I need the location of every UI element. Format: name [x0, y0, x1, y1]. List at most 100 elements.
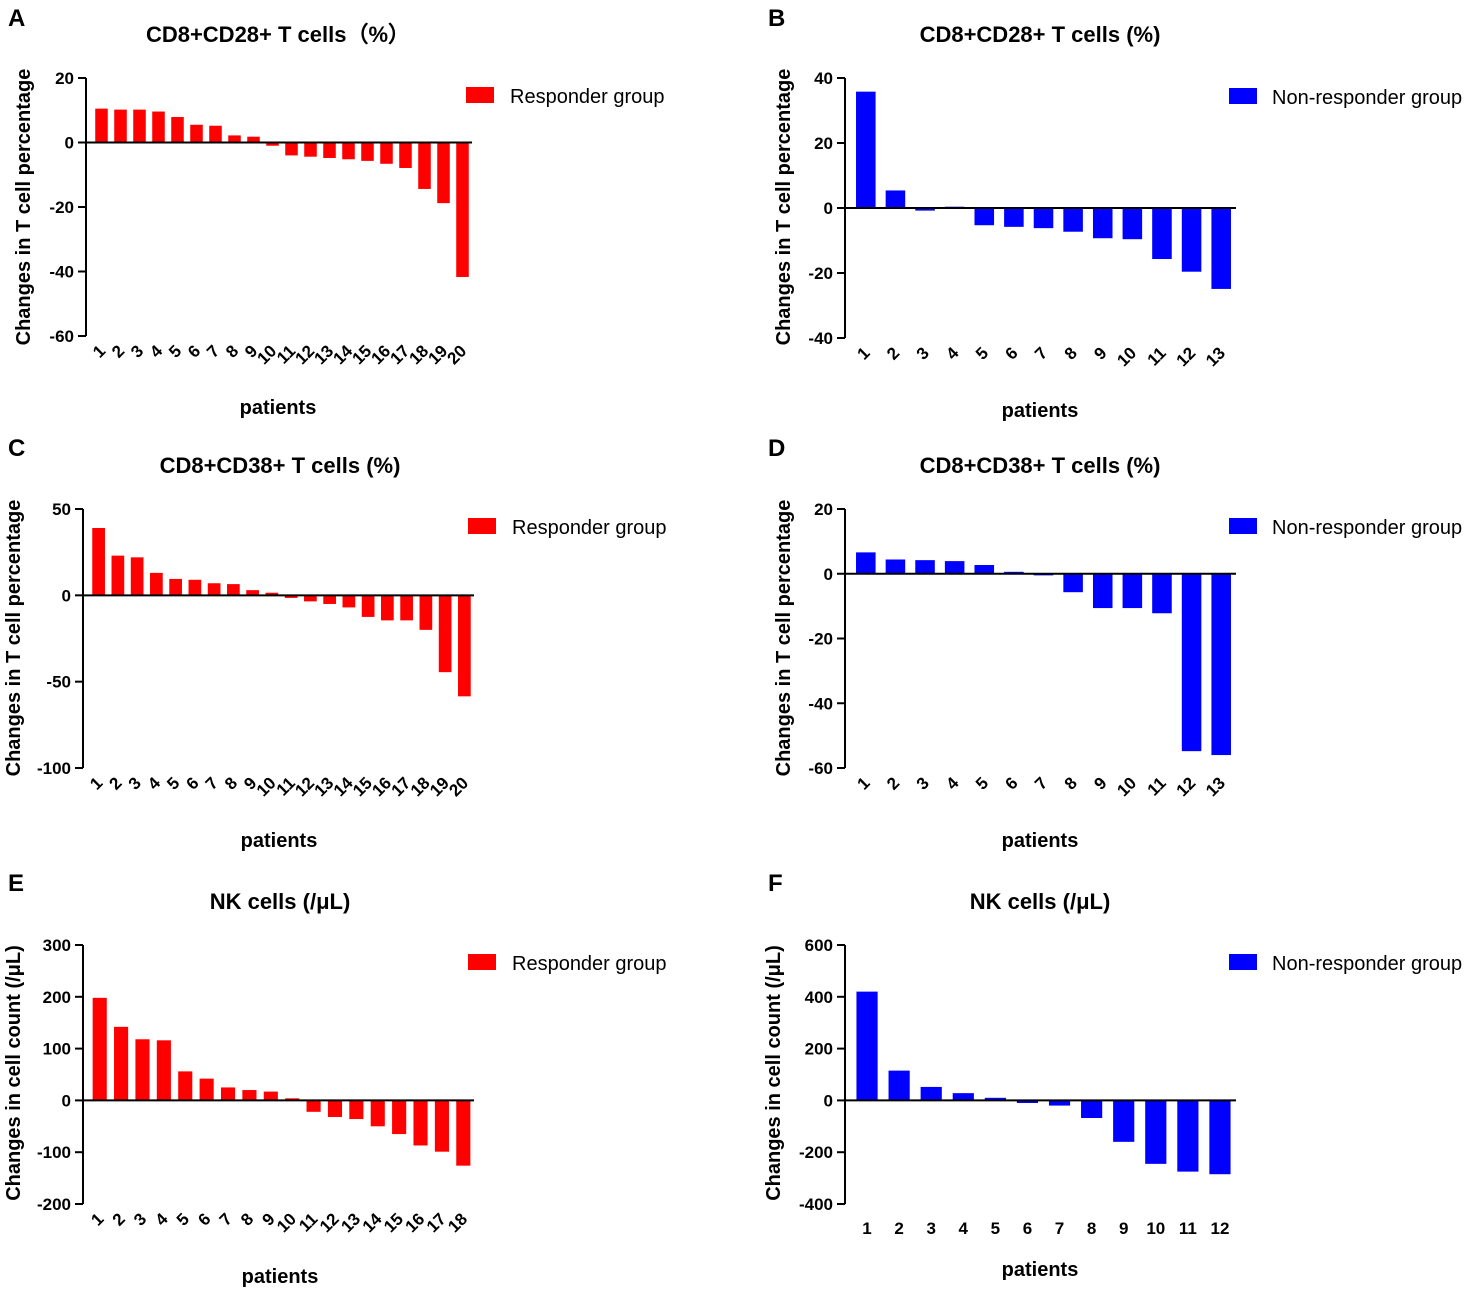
panel-c-bar-3	[130, 557, 144, 596]
panel-d-x-axis-label: patients	[1002, 830, 1079, 852]
panel-c-x-tick-label-3: 3	[125, 773, 145, 793]
panel-b-bar-11	[1152, 208, 1172, 260]
panel-e-x-tick-label-5: 5	[173, 1209, 193, 1229]
panel-b-legend-label: Non-responder group	[1272, 87, 1462, 109]
panel-d-x-tick-label-11: 11	[1144, 773, 1170, 799]
panel-c-y-tick-label: 50	[52, 500, 71, 519]
panel-f-x-tick-label-12: 12	[1210, 1219, 1229, 1238]
panel-b-x-tick-label-2: 2	[883, 343, 903, 363]
panel-f-y-tick-label: 0	[824, 1091, 833, 1110]
panel-a-legend: Responder group	[466, 86, 665, 108]
panel-d-x-tick-label-1: 1	[854, 773, 874, 793]
panel-e-y-tick-label: 200	[43, 988, 71, 1007]
panel-b-y-tick-label: 20	[814, 134, 833, 153]
panel-c-y-tick-label: 0	[62, 586, 71, 605]
panel-f-legend-swatch	[1229, 954, 1257, 970]
panel-e-bar-16	[413, 1100, 428, 1146]
panel-e-x-tick-label-7: 7	[216, 1209, 236, 1229]
panel-d-legend-label: Non-responder group	[1272, 517, 1462, 539]
panel-b-y-tick-label: -20	[808, 264, 833, 283]
panel-e-bar-1	[92, 997, 107, 1101]
panel-a-y-tick-label: -20	[49, 198, 74, 217]
panel-a-x-tick-label-4: 4	[146, 341, 167, 362]
panel-a-x-axis-label: patients	[240, 397, 317, 419]
panel-a-plot: 200-20-40-601234567891011121314151617181…	[49, 69, 472, 368]
panel-a-bar-5	[171, 117, 184, 143]
panel-d-bar-5	[974, 565, 995, 574]
panel-b-legend: Non-responder group	[1229, 87, 1462, 109]
panel-b-x-tick-label-3: 3	[913, 343, 933, 363]
panel-c-y-tick-label: -50	[46, 673, 71, 692]
panel-f-bar-8	[1081, 1100, 1103, 1119]
panel-d-y-axis-label: Changes in T cell percentage	[773, 500, 795, 777]
panel-e-y-tick-label: -200	[37, 1195, 71, 1214]
panel-d-x-tick-label-6: 6	[1002, 773, 1022, 793]
panel-a-bar-19	[437, 142, 450, 204]
panel-e-bar-17	[434, 1100, 449, 1152]
panel-f-bar-2	[888, 1070, 910, 1101]
panel-f-x-tick-label-9: 9	[1119, 1219, 1128, 1238]
panel-c-bar-18	[419, 595, 433, 630]
panel-b-title: CD8+CD28+ T cells (%)	[920, 22, 1161, 47]
panel-d-y-tick-label: -20	[808, 630, 833, 649]
panel-d-x-tick-label-3: 3	[913, 773, 933, 793]
panel-a-bar-15	[361, 142, 374, 161]
panel-e-bar-2	[114, 1026, 129, 1101]
panel-f-bar-1	[856, 991, 878, 1101]
panel-d-x-tick-label-12: 12	[1173, 773, 1200, 800]
panel-b-y-tick-label: 40	[814, 69, 833, 88]
panel-a-legend-swatch	[466, 87, 494, 103]
panel-d-y-tick-label: -60	[808, 759, 833, 778]
panel-d-bar-9	[1092, 573, 1113, 609]
panel-b-x-tick-label-11: 11	[1144, 343, 1170, 369]
panel-b-x-tick-label-10: 10	[1113, 343, 1140, 370]
panel-d-x-tick-label-4: 4	[942, 773, 963, 794]
panel-c-x-tick-label-2: 2	[106, 773, 126, 793]
panel-e-bar-18	[456, 1100, 471, 1166]
panel-a-x-tick-label-5: 5	[165, 341, 185, 361]
panel-f-x-axis-label: patients	[1002, 1259, 1079, 1281]
panel-f-x-tick-label-11: 11	[1179, 1219, 1197, 1238]
panel-d-x-tick-label-9: 9	[1090, 773, 1110, 793]
panel-c-bar-11	[284, 595, 298, 598]
panel-d-letter: D	[768, 435, 785, 462]
panel-b-bar-2	[885, 190, 906, 208]
panel-b-legend-swatch	[1229, 88, 1257, 104]
panel-d-bar-11	[1152, 573, 1172, 614]
panel-b-x-axis-label: patients	[1002, 400, 1079, 422]
panel-e-legend: Responder group	[468, 953, 667, 975]
panel-f-x-tick-label-10: 10	[1146, 1219, 1165, 1238]
panel-f-legend-label: Non-responder group	[1272, 953, 1462, 975]
panel-c-bar-10	[265, 592, 279, 596]
panel-e-bar-11	[306, 1100, 321, 1112]
panel-c-bar-12	[304, 595, 317, 602]
panel-a-bar-1	[95, 108, 108, 143]
panel-f-bar-6	[1016, 1100, 1039, 1103]
panel-d-bar-1	[856, 552, 876, 574]
panel-f-letter: F	[768, 870, 783, 897]
panel-c-bar-8	[227, 584, 240, 596]
panel-c-legend: Responder group	[468, 517, 667, 539]
panel-b-x-tick-label-13: 13	[1202, 343, 1229, 370]
panel-d-x-tick-label-13: 13	[1202, 773, 1229, 800]
panel-e-y-tick-label: 0	[62, 1091, 71, 1110]
panel-b-bar-13	[1211, 208, 1231, 289]
panel-e-bar-9	[263, 1091, 278, 1101]
panel-b-x-tick-label-1: 1	[854, 343, 874, 363]
panel-a-bar-7	[209, 125, 222, 143]
panel-c-x-tick-label-20: 20	[445, 773, 472, 800]
panel-b-bar-12	[1181, 208, 1202, 272]
panel-b-y-tick-label: -40	[808, 329, 833, 348]
panel-f-x-tick-label-5: 5	[991, 1219, 1000, 1238]
panel-b-bar-9	[1092, 208, 1113, 239]
panel-a-bar-16	[380, 142, 393, 164]
panel-b-bar-3	[915, 208, 935, 211]
panel-a-bar-12	[304, 142, 317, 157]
panel-c-y-tick-label: -100	[37, 759, 71, 778]
panel-f-y-tick-label: -200	[799, 1143, 833, 1162]
panel-e-x-tick-label-8: 8	[237, 1209, 257, 1229]
panel-e-y-axis-label: Changes in cell count (/μL)	[3, 945, 25, 1201]
panel-f-y-tick-label: 400	[805, 988, 833, 1007]
